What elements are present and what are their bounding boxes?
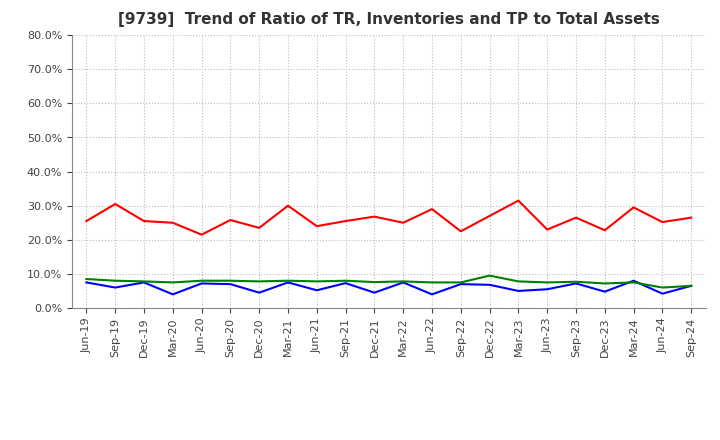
Trade Receivables bbox=[284, 203, 292, 209]
Inventories bbox=[456, 282, 465, 287]
Trade Payables bbox=[140, 279, 148, 284]
Trade Payables bbox=[168, 280, 177, 285]
Trade Payables bbox=[572, 279, 580, 284]
Trade Payables bbox=[600, 281, 609, 286]
Trade Payables bbox=[514, 279, 523, 284]
Inventories bbox=[226, 282, 235, 287]
Trade Receivables bbox=[428, 206, 436, 212]
Trade Payables bbox=[111, 278, 120, 283]
Inventories bbox=[341, 280, 350, 286]
Trade Receivables bbox=[82, 218, 91, 224]
Trade Payables bbox=[658, 285, 667, 290]
Trade Receivables bbox=[111, 202, 120, 207]
Trade Receivables bbox=[312, 224, 321, 229]
Inventories bbox=[111, 285, 120, 290]
Trade Receivables bbox=[168, 220, 177, 225]
Trade Receivables bbox=[658, 220, 667, 225]
Trade Payables bbox=[312, 279, 321, 284]
Inventories bbox=[197, 281, 206, 286]
Inventories bbox=[600, 289, 609, 294]
Inventories bbox=[428, 292, 436, 297]
Trade Receivables bbox=[600, 227, 609, 233]
Trade Receivables bbox=[629, 205, 638, 210]
Inventories bbox=[514, 288, 523, 293]
Inventories bbox=[543, 286, 552, 292]
Line: Trade Payables: Trade Payables bbox=[86, 275, 691, 288]
Trade Payables bbox=[341, 278, 350, 283]
Inventories bbox=[572, 281, 580, 286]
Trade Receivables bbox=[341, 218, 350, 224]
Inventories bbox=[82, 280, 91, 285]
Inventories bbox=[687, 283, 696, 289]
Trade Receivables bbox=[514, 198, 523, 203]
Trade Payables bbox=[399, 279, 408, 284]
Trade Payables bbox=[226, 278, 235, 283]
Trade Payables bbox=[687, 283, 696, 289]
Trade Receivables bbox=[543, 227, 552, 232]
Line: Inventories: Inventories bbox=[86, 281, 691, 294]
Trade Receivables bbox=[226, 217, 235, 223]
Inventories bbox=[168, 292, 177, 297]
Inventories bbox=[399, 280, 408, 285]
Trade Receivables bbox=[485, 213, 494, 219]
Line: Trade Receivables: Trade Receivables bbox=[86, 201, 691, 235]
Trade Receivables bbox=[572, 215, 580, 220]
Inventories bbox=[658, 291, 667, 296]
Inventories bbox=[312, 288, 321, 293]
Trade Payables bbox=[197, 278, 206, 283]
Trade Receivables bbox=[197, 232, 206, 237]
Trade Receivables bbox=[456, 229, 465, 234]
Trade Receivables bbox=[370, 214, 379, 219]
Inventories bbox=[629, 278, 638, 283]
Inventories bbox=[255, 290, 264, 295]
Legend: Trade Receivables, Inventories, Trade Payables: Trade Receivables, Inventories, Trade Pa… bbox=[158, 437, 619, 440]
Trade Payables bbox=[456, 280, 465, 285]
Inventories bbox=[140, 280, 148, 285]
Trade Payables bbox=[370, 279, 379, 285]
Trade Receivables bbox=[255, 225, 264, 231]
Inventories bbox=[485, 282, 494, 287]
Trade Payables bbox=[485, 273, 494, 278]
Trade Receivables bbox=[687, 215, 696, 220]
Title: [9739]  Trend of Ratio of TR, Inventories and TP to Total Assets: [9739] Trend of Ratio of TR, Inventories… bbox=[118, 12, 660, 27]
Trade Payables bbox=[82, 276, 91, 282]
Inventories bbox=[284, 280, 292, 285]
Trade Payables bbox=[543, 280, 552, 285]
Inventories bbox=[370, 290, 379, 295]
Trade Receivables bbox=[140, 218, 148, 224]
Trade Payables bbox=[255, 279, 264, 284]
Trade Payables bbox=[428, 280, 436, 285]
Trade Payables bbox=[284, 278, 292, 283]
Trade Payables bbox=[629, 280, 638, 285]
Trade Receivables bbox=[399, 220, 408, 225]
